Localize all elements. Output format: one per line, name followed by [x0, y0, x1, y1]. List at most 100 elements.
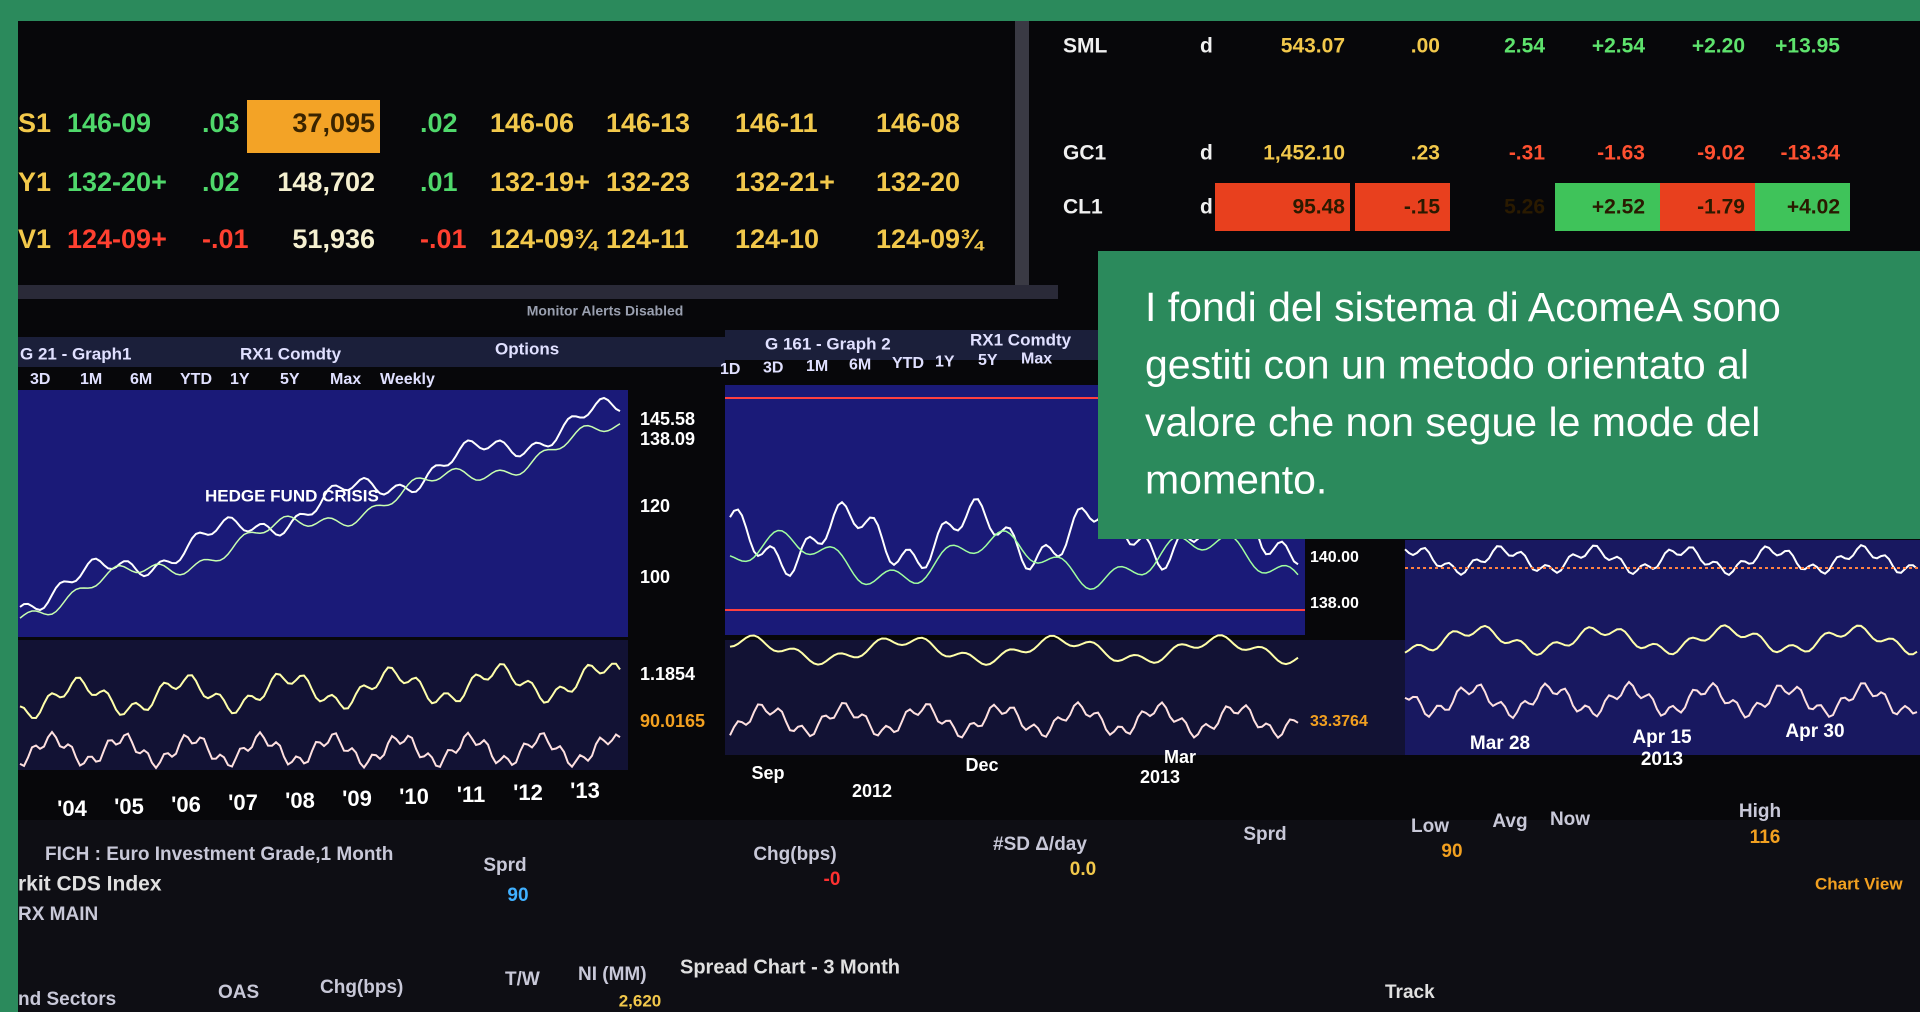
value: 116	[1750, 827, 1781, 848]
quote-cell: +2.52	[1592, 196, 1645, 219]
quote-cell: 124-09¾	[876, 224, 985, 254]
column-header: Sprd	[483, 855, 526, 876]
year-label: '07	[228, 790, 258, 815]
quote-cell: -1.79	[1697, 196, 1745, 219]
quote-cell: CL1	[1063, 196, 1103, 219]
quote-cell: 124-11	[606, 224, 689, 254]
quote-cell: +4.02	[1787, 196, 1840, 219]
quote-cell: -9.02	[1697, 142, 1745, 165]
value: 0.0	[1070, 859, 1096, 880]
column-header: Chg(bps)	[753, 844, 836, 865]
value: 90	[507, 885, 528, 906]
quote-cell: .00	[1411, 35, 1440, 58]
quote-cell: 132-20	[876, 167, 960, 197]
quote-cell: +13.95	[1775, 35, 1840, 58]
ni-value: 2,620	[619, 991, 662, 1010]
quote-cell: 146-06	[490, 108, 574, 138]
quote-cell: d	[1200, 142, 1213, 165]
price-label: 120	[640, 496, 670, 516]
period: 1Y	[230, 371, 250, 388]
period: 3D	[763, 360, 783, 377]
quote-cell: GC1	[1063, 142, 1107, 165]
quote-cell: 5.26	[1504, 196, 1545, 219]
options: Options	[495, 339, 559, 358]
x-label: 2013	[1140, 767, 1180, 787]
period: YTD	[892, 355, 924, 372]
year-label: '13	[570, 778, 600, 803]
chart-view: Chart View	[1815, 874, 1903, 893]
overlay-line: valore che non segue le mode del	[1145, 399, 1760, 445]
x-label: 2013	[1641, 749, 1683, 770]
period: 1Y	[935, 354, 955, 371]
spread-chart: Spread Chart - 3 Month	[680, 956, 900, 978]
annotation: HEDGE FUND CRISIS	[205, 486, 379, 505]
quote-cell: SML	[1063, 35, 1108, 58]
price-label: 145.58	[640, 409, 695, 429]
quote-cell: 132-21+	[735, 167, 835, 197]
column-header: Sprd	[1243, 824, 1286, 845]
period: 1D	[720, 361, 740, 378]
quote-cell: 148,702	[277, 167, 375, 197]
index-code: RX MAIN	[18, 904, 98, 925]
period: 1M	[80, 371, 102, 388]
quote-cell: V1	[18, 224, 51, 254]
quote-cell: .01	[420, 167, 458, 197]
quote-cell: .23	[1411, 142, 1440, 165]
index-name: rkit CDS Index	[18, 873, 162, 896]
quote-cell: -1.63	[1597, 142, 1645, 165]
year-label: '11	[457, 782, 486, 807]
status: Monitor Alerts Disabled	[527, 303, 684, 319]
quote-cell: 146-13	[606, 108, 690, 138]
quote-cell: 124-09+	[67, 224, 167, 254]
track: Track	[1385, 982, 1435, 1003]
period: 1M	[806, 358, 828, 375]
x-label: Mar 28	[1470, 733, 1530, 754]
quote-cell: 146-08	[876, 108, 960, 138]
year-label: '06	[171, 792, 201, 817]
page: S1146-09.0337,095.02146-06146-13146-1114…	[0, 0, 1920, 1012]
quote-cell: 51,936	[292, 224, 375, 254]
year-label: '04	[57, 796, 87, 821]
quote-cell: .02	[420, 108, 458, 138]
period: Weekly	[380, 371, 435, 388]
chart-area	[18, 390, 628, 637]
period: 6M	[130, 371, 152, 388]
year-label: '10	[399, 784, 429, 809]
chart-area	[725, 640, 1405, 755]
x-label: Dec	[965, 755, 998, 775]
chart-area	[18, 640, 628, 770]
column-header: Low	[1411, 816, 1449, 837]
x-label: Apr 30	[1785, 721, 1844, 742]
sector-header: OAS	[218, 982, 259, 1003]
x-label: Apr 15	[1632, 727, 1692, 748]
x-label: Sep	[751, 763, 784, 783]
year-label: '05	[114, 794, 144, 819]
period: 6M	[849, 357, 871, 374]
index-title: FICH : Euro Investment Grade,1 Month	[45, 844, 393, 865]
sector-header: NI (MM)	[578, 964, 647, 985]
price-label: 140.00	[1310, 549, 1359, 566]
quote-cell: .03	[202, 108, 240, 138]
overlay-line: I fondi del sistema di AcomeA sono	[1145, 284, 1781, 330]
price-label: 33.3764	[1310, 713, 1368, 730]
period: 5Y	[978, 352, 998, 369]
year-label: '08	[285, 788, 315, 813]
security: RX1 Comdty	[970, 330, 1072, 349]
period: 5Y	[280, 371, 300, 388]
period: Max	[1021, 351, 1052, 368]
quote-cell: 124-09¾	[490, 224, 599, 254]
quote-cell: +2.20	[1692, 35, 1745, 58]
quote-cell: +2.54	[1592, 35, 1645, 58]
column-header: High	[1739, 801, 1781, 822]
quote-cell: -.15	[1404, 196, 1441, 219]
period: YTD	[180, 371, 212, 388]
quote-cell: S1	[18, 108, 51, 138]
period: 3D	[30, 371, 50, 388]
quote-cell: 124-10	[735, 224, 819, 254]
year-label: '09	[342, 786, 372, 811]
quote-cell: 146-09	[67, 108, 151, 138]
column-header: Avg	[1492, 811, 1527, 832]
quote-cell: -.01	[202, 224, 249, 254]
price-label: 138.09	[640, 429, 695, 449]
quote-cell: -.31	[1509, 142, 1546, 165]
